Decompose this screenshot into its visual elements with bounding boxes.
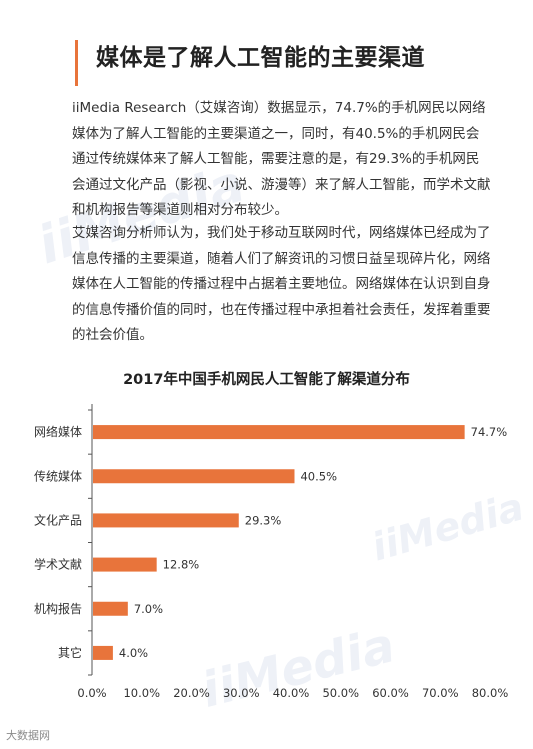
category-label: 文化产品 <box>34 512 82 527</box>
data-label: 40.5% <box>300 469 337 483</box>
data-label: 7.0% <box>134 602 163 616</box>
page-title: 媒体是了解人工智能的主要渠道 <box>96 45 425 71</box>
bar <box>93 513 239 528</box>
x-tick-label: 20.0% <box>173 686 210 700</box>
category-label: 传统媒体 <box>34 468 82 483</box>
bar <box>93 645 113 660</box>
x-tick-label: 60.0% <box>372 686 409 700</box>
data-label: 4.0% <box>119 646 148 660</box>
bar <box>93 469 295 484</box>
category-label: 学术文献 <box>34 557 82 572</box>
x-tick-label: 70.0% <box>422 686 459 700</box>
x-tick-label: 30.0% <box>223 686 260 700</box>
x-tick-label: 10.0% <box>123 686 160 700</box>
x-tick-label: 40.0% <box>273 686 310 700</box>
bar <box>93 601 128 616</box>
chart-title: 2017年中国手机网民人工智能了解渠道分布 <box>123 372 410 388</box>
x-tick-label: 80.0% <box>472 686 509 700</box>
category-label: 其它 <box>58 645 82 660</box>
paragraph-analyst-view: 艾媒咨询分析师认为，我们处于移动互联网时代，网络媒体已经成为了信息传播的主要渠道… <box>72 225 491 343</box>
bar <box>93 425 465 440</box>
data-label: 12.8% <box>163 558 200 572</box>
x-tick-label: 50.0% <box>322 686 359 700</box>
paragraph-research-summary: iiMedia Research（艾媒咨询）数据显示，74.7%的手机网民以网络… <box>72 100 491 218</box>
x-tick-label: 0.0% <box>77 686 106 700</box>
data-label: 74.7% <box>471 425 508 439</box>
bar-chart: 网络媒体 74.7% 传统媒体 40.5% 文化产品 29.3% 学术文献 12.8% 机构报告… <box>34 404 509 700</box>
data-label: 29.3% <box>245 513 282 527</box>
category-label: 网络媒体 <box>34 424 82 439</box>
footer-source: 大数据网 <box>6 729 50 742</box>
bar <box>93 557 157 572</box>
category-label: 机构报告 <box>34 601 82 616</box>
title-accent-bar <box>75 40 78 86</box>
